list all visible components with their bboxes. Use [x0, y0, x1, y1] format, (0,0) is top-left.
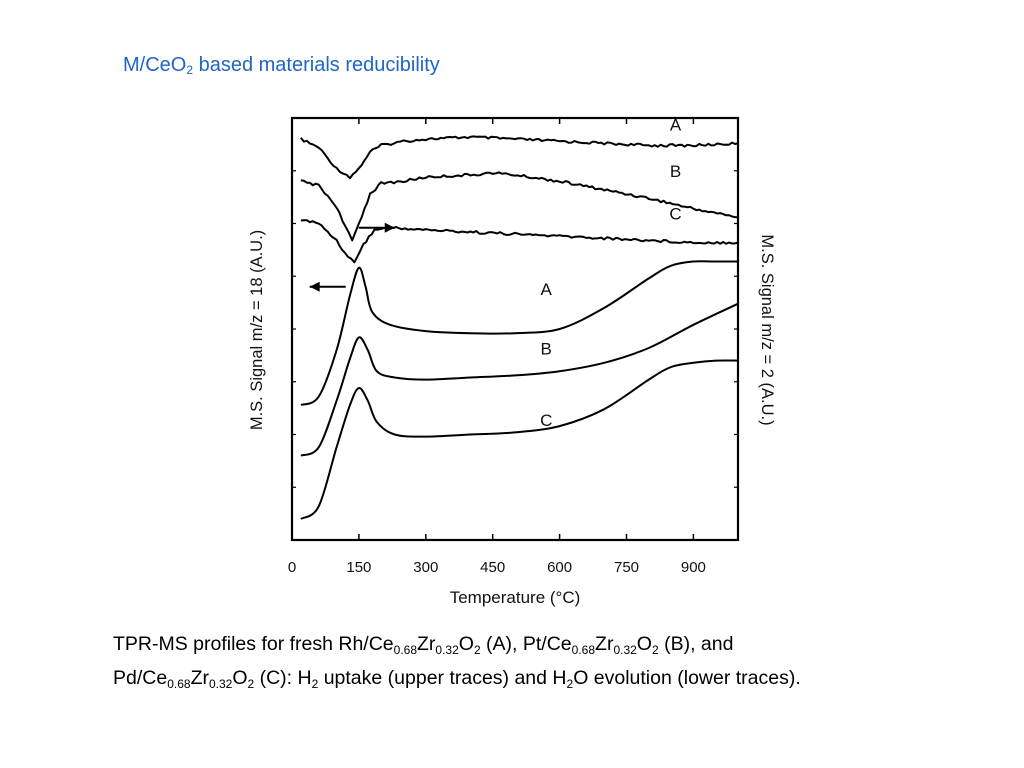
caption-text: (B), and [658, 633, 734, 655]
caption-text: Pd/Ce [113, 667, 168, 689]
y-axis-label-left: M.S. Signal m/z = 18 (A.U.) [248, 230, 266, 430]
x-tick-label: 750 [614, 559, 639, 576]
plot-frame [290, 116, 740, 542]
series-line-h2-uptake-c [300, 219, 739, 264]
caption-text: Zr [190, 667, 209, 689]
arrow-left [309, 281, 346, 292]
series-label-h2o-evolution-a: A [541, 280, 553, 299]
arrow-right [358, 222, 395, 233]
caption-text: Zr [417, 633, 436, 655]
x-tick-label: 0 [288, 559, 296, 576]
caption-text: TPR-MS profiles for fresh Rh/Ce [113, 633, 394, 655]
x-tick-label: 900 [681, 559, 706, 576]
caption-subscript: 0.32 [613, 643, 637, 657]
series-label-h2-uptake-c: C [669, 204, 681, 223]
annotation-arrows [309, 222, 395, 292]
caption-subscript: 2 [311, 677, 319, 691]
figure-caption: TPR-MS profiles for fresh Rh/Ce0.68Zr0.3… [113, 630, 993, 698]
caption-subscript: 2 [651, 643, 659, 657]
title-text: M/CeO [123, 54, 187, 76]
caption-text: uptake (upper traces) and H [318, 667, 567, 689]
caption-subscript: 0.68 [167, 677, 191, 691]
caption-subscript: 0.32 [435, 643, 459, 657]
caption-text: (A), Pt/Ce [480, 633, 572, 655]
caption-text: O [458, 633, 474, 655]
series-label-h2-uptake-a: A [670, 116, 682, 135]
caption-subscript: 2 [247, 677, 255, 691]
caption-subscript: 0.32 [208, 677, 233, 691]
x-tick-label: 300 [413, 559, 438, 576]
series-label-h2-uptake-b: B [670, 162, 681, 181]
series-layer [300, 135, 739, 520]
caption-text: O [232, 667, 248, 689]
series-label-h2o-evolution-c: C [540, 411, 552, 430]
series-line-h2-uptake-b [300, 171, 739, 242]
series-labels: A B C A B C [540, 116, 682, 430]
series-line-h2-uptake-a [300, 135, 739, 180]
caption-subscript: 0.68 [393, 643, 418, 657]
x-tick-label: 450 [480, 559, 505, 576]
caption-line: Pd/Ce0.68Zr0.32O2 (C): H2 uptake (upper … [113, 664, 993, 698]
series-line-h2o-evolution-b [300, 302, 739, 457]
x-tick-label: 150 [346, 559, 371, 576]
caption-subscript: 2 [566, 677, 574, 691]
series-line-h2o-evolution-c [300, 359, 739, 520]
slide-title: M/CeO2 based materials reducibility [123, 54, 440, 77]
caption-subscript: 2 [473, 643, 481, 657]
caption-text: O evolution (lower traces). [573, 667, 801, 689]
caption-text: (C): H [254, 667, 312, 689]
title-subscript: 2 [186, 63, 194, 77]
x-tick-label: 600 [547, 559, 572, 576]
caption-text: Zr [595, 633, 614, 655]
x-axis-label: Temperature (°C) [450, 588, 581, 607]
series-label-h2o-evolution-b: B [541, 339, 552, 358]
title-text: based materials reducibility [193, 54, 440, 76]
caption-text: O [636, 633, 652, 655]
y-axis-label-right: M.S. Signal m/z = 2 (A.U.) [758, 234, 776, 425]
caption-line: TPR-MS profiles for fresh Rh/Ce0.68Zr0.3… [113, 630, 993, 664]
series-line-h2o-evolution-a [300, 260, 738, 406]
axis-ticks: 0 150 300 450 600 750 900 [288, 118, 738, 576]
caption-subscript: 0.68 [571, 643, 596, 657]
